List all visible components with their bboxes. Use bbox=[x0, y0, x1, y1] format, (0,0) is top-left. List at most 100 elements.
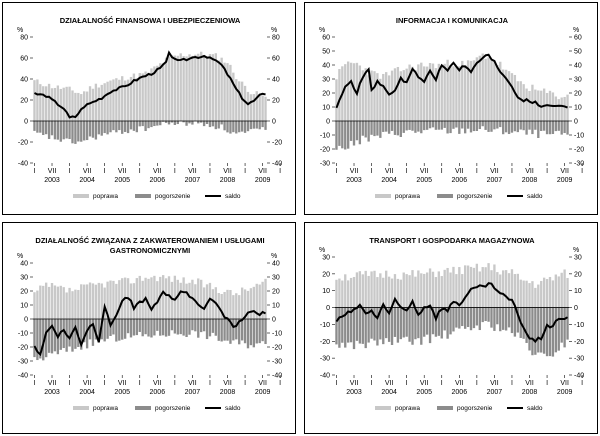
poprawa-bar bbox=[77, 289, 80, 319]
poprawa-bar bbox=[443, 63, 446, 121]
poprawa-bar bbox=[62, 87, 65, 121]
poprawa-bar bbox=[428, 268, 432, 308]
pogorszenie-bar bbox=[434, 121, 438, 130]
poprawa-bar bbox=[446, 267, 449, 308]
pogorszenie-bar bbox=[346, 121, 350, 149]
x-month-label: I bbox=[139, 168, 141, 175]
pogorszenie-bar bbox=[560, 307, 563, 343]
poprawa-bar bbox=[112, 280, 115, 319]
poprawa-bar bbox=[399, 71, 402, 121]
y-tick-label-left: 40 bbox=[322, 63, 330, 70]
pogorszenie-bar bbox=[62, 319, 65, 349]
pogorszenie-bar bbox=[390, 307, 394, 345]
pogorszenie-bar bbox=[475, 121, 479, 131]
chart-title-line: INFORMACJA I KOMUNIKACJA bbox=[396, 16, 509, 25]
x-month-label: I bbox=[335, 380, 337, 387]
x-month-label: I bbox=[279, 168, 281, 175]
poprawa-bar bbox=[106, 281, 109, 319]
poprawa-bar bbox=[502, 69, 505, 121]
pogorszenie-bar bbox=[545, 121, 549, 135]
x-month-label: I bbox=[33, 168, 35, 175]
poprawa-bar bbox=[461, 60, 464, 121]
pogorszenie-bar bbox=[249, 319, 253, 346]
pogorszenie-bar bbox=[36, 121, 39, 133]
x-month-label: VII bbox=[83, 380, 92, 387]
pogorszenie-bar bbox=[226, 319, 229, 341]
y-tick-label-right: 0 bbox=[272, 317, 276, 324]
pogorszenie-bar bbox=[197, 319, 200, 338]
pogorszenie-bar bbox=[153, 121, 156, 127]
x-month-label: VII bbox=[48, 380, 57, 387]
pogorszenie-bar bbox=[238, 121, 241, 133]
poprawa-bar bbox=[346, 280, 350, 308]
poprawa-bar bbox=[91, 88, 95, 121]
pogorszenie-bar bbox=[179, 319, 182, 335]
poprawa-bar bbox=[261, 281, 264, 319]
pogorszenie-bar bbox=[499, 121, 502, 128]
x-month-label: VII bbox=[223, 380, 232, 387]
y-tick-label-right: 30 bbox=[272, 275, 280, 282]
poprawa-bar bbox=[255, 283, 258, 319]
pogorszenie-bar bbox=[490, 307, 493, 328]
x-year-label: 2003 bbox=[44, 177, 60, 184]
unit-label-right: % bbox=[271, 27, 277, 34]
poprawa-bar bbox=[487, 57, 490, 121]
x-year-label: 2009 bbox=[557, 177, 573, 184]
poprawa-bar bbox=[408, 64, 411, 121]
pogorszenie-bar bbox=[425, 307, 429, 335]
pogorszenie-bar bbox=[232, 319, 235, 341]
chart-svg-finance: DZIAŁALNOŚĆ FINANSOWA I UBEZPIECZENIOWA%… bbox=[17, 16, 282, 200]
poprawa-bar bbox=[135, 278, 139, 319]
pogorszenie-bar bbox=[255, 121, 258, 129]
pogorszenie-bar bbox=[88, 121, 92, 137]
poprawa-bar bbox=[499, 61, 502, 121]
poprawa-bar bbox=[185, 283, 188, 319]
x-year-label: 2004 bbox=[79, 177, 95, 184]
x-year-label: 2006 bbox=[150, 389, 166, 396]
x-month-label: I bbox=[174, 380, 176, 387]
pogorszenie-bar bbox=[563, 307, 566, 348]
x-year-label: 2004 bbox=[381, 177, 397, 184]
poprawa-bar bbox=[382, 73, 385, 121]
pogorszenie-bar bbox=[393, 307, 397, 337]
pogorszenie-bar bbox=[167, 319, 171, 336]
pogorszenie-bar bbox=[47, 121, 51, 139]
pogorszenie-bar bbox=[399, 307, 402, 340]
poprawa-bar bbox=[211, 289, 215, 319]
poprawa-bar bbox=[80, 94, 83, 121]
x-year-label: 2005 bbox=[416, 177, 432, 184]
poprawa-bar bbox=[560, 272, 563, 308]
pogorszenie-bar bbox=[566, 307, 569, 340]
pogorszenie-bar bbox=[115, 319, 118, 342]
pogorszenie-bar bbox=[493, 121, 496, 130]
pogorszenie-bar bbox=[173, 319, 177, 334]
poprawa-bar bbox=[566, 277, 569, 308]
pogorszenie-bar bbox=[238, 319, 241, 345]
pogorszenie-bar bbox=[240, 121, 244, 132]
pogorszenie-bar bbox=[338, 121, 341, 146]
pogorszenie-bar bbox=[243, 319, 247, 344]
poprawa-bar bbox=[115, 78, 118, 121]
poprawa-bar bbox=[135, 77, 139, 121]
y-tick-label-right: 0 bbox=[574, 119, 578, 126]
legend-label-saldo: saldo bbox=[527, 193, 543, 200]
pogorszenie-bar bbox=[411, 121, 414, 131]
x-month-label: VII bbox=[455, 380, 464, 387]
poprawa-bar bbox=[551, 280, 555, 308]
poprawa-bar bbox=[352, 276, 356, 308]
pogorszenie-bar bbox=[50, 121, 54, 136]
poprawa-bar bbox=[335, 79, 338, 121]
pogorszenie-bar bbox=[560, 121, 563, 135]
pogorszenie-bar bbox=[176, 319, 179, 335]
pogorszenie-bar bbox=[153, 319, 156, 336]
x-month-label: VII bbox=[153, 380, 162, 387]
pogorszenie-bar bbox=[39, 121, 42, 133]
pogorszenie-bar bbox=[91, 121, 95, 138]
x-month-label: I bbox=[546, 380, 548, 387]
poprawa-bar bbox=[56, 286, 60, 319]
y-tick-label-left: -30 bbox=[18, 359, 28, 366]
pogorszenie-bar bbox=[53, 121, 57, 140]
pogorszenie-bar bbox=[50, 319, 54, 354]
poprawa-bar bbox=[548, 276, 552, 308]
pogorszenie-bar bbox=[103, 121, 106, 134]
